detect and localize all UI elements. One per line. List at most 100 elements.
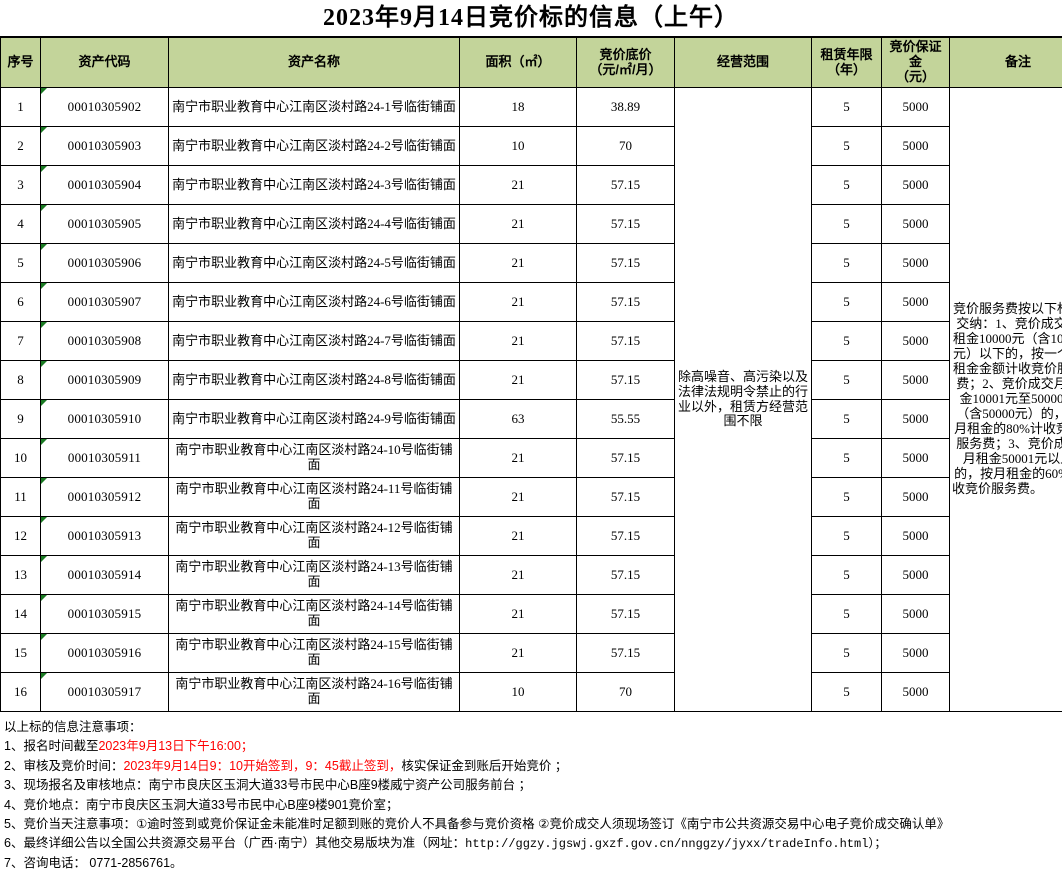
cell-asset-code: 00010305903	[41, 127, 169, 166]
cell-business-scope: 除高噪音、高污染以及法律法规明令禁止的行业以外，租赁方经营范围不限	[675, 88, 812, 712]
cell-base-price: 38.89	[577, 88, 675, 127]
cell-asset-code: 00010305911	[41, 439, 169, 478]
cell-error-flag-icon	[41, 283, 47, 289]
cell-index: 16	[1, 673, 41, 712]
asset-code-text: 00010305915	[68, 606, 142, 621]
cell-asset-name: 南宁市职业教育中心江南区淡村路24-14号临街铺面	[169, 595, 460, 634]
cell-base-price: 57.15	[577, 361, 675, 400]
column-header-lease-years: 租赁年限 （年）	[812, 38, 882, 88]
cell-base-price: 57.15	[577, 439, 675, 478]
cell-lease-years: 5	[812, 478, 882, 517]
lease-years-label-line1: 租赁年限	[814, 48, 879, 63]
cell-index: 2	[1, 127, 41, 166]
cell-asset-name: 南宁市职业教育中心江南区淡村路24-8号临街铺面	[169, 361, 460, 400]
cell-asset-code: 00010305906	[41, 244, 169, 283]
cell-asset-code: 00010305914	[41, 556, 169, 595]
cell-lease-years: 5	[812, 127, 882, 166]
cell-asset-name: 南宁市职业教育中心江南区淡村路24-10号临街铺面	[169, 439, 460, 478]
column-header-deposit: 竞价保证金 （元）	[882, 38, 950, 88]
asset-code-text: 00010305904	[68, 177, 142, 192]
cell-deposit: 5000	[882, 283, 950, 322]
notes-heading: 以上标的信息注意事项：	[4, 718, 1058, 737]
cell-asset-name: 南宁市职业教育中心江南区淡村路24-15号临街铺面	[169, 634, 460, 673]
cell-lease-years: 5	[812, 322, 882, 361]
cell-deposit: 5000	[882, 127, 950, 166]
cell-error-flag-icon	[41, 439, 47, 445]
cell-area: 21	[460, 283, 577, 322]
document-title-bar: 2023年9月14日竞价标的信息（上午）	[0, 0, 1062, 37]
note-text: 2、审核及竞价时间：	[4, 759, 123, 773]
cell-lease-years: 5	[812, 634, 882, 673]
asset-code-text: 00010305907	[68, 294, 142, 309]
cell-deposit: 5000	[882, 634, 950, 673]
deposit-label-line1: 竞价保证金	[884, 40, 947, 70]
cell-index: 1	[1, 88, 41, 127]
cell-lease-years: 5	[812, 556, 882, 595]
cell-lease-years: 5	[812, 673, 882, 712]
cell-error-flag-icon	[41, 166, 47, 172]
note-item-4: 4、竞价地点：南宁市良庆区玉洞大道33号市民中心B座9楼901竞价室；	[4, 796, 1058, 815]
cell-area: 21	[460, 439, 577, 478]
cell-deposit: 5000	[882, 361, 950, 400]
cell-lease-years: 5	[812, 595, 882, 634]
cell-lease-years: 5	[812, 283, 882, 322]
cell-error-flag-icon	[41, 673, 47, 679]
cell-area: 21	[460, 556, 577, 595]
cell-area: 63	[460, 400, 577, 439]
cell-base-price: 57.15	[577, 556, 675, 595]
note-text: 1、报名时间截至	[4, 739, 98, 753]
cell-base-price: 57.15	[577, 595, 675, 634]
note-item-6: 6、最终详细公告以全国公共资源交易平台（广西·南宁）其他交易版块为准（网址：ht…	[4, 834, 1058, 854]
cell-asset-code: 00010305913	[41, 517, 169, 556]
cell-error-flag-icon	[41, 400, 47, 406]
cell-deposit: 5000	[882, 517, 950, 556]
cell-area: 21	[460, 244, 577, 283]
spreadsheet-sheet: 2023年9月14日竞价标的信息（上午） 序号 资产代码 资产名称 面积（㎡） …	[0, 0, 1062, 787]
cell-index: 11	[1, 478, 41, 517]
note-item-5: 5、竞价当天注意事项：①逾时签到或竞价保证金未能准时足额到账的竞价人不具备参与竞…	[4, 815, 1058, 834]
note-url-text[interactable]: http://ggzy.jgswj.gxzf.gov.cn/nnggzy/jyx…	[465, 837, 886, 851]
cell-base-price: 57.15	[577, 166, 675, 205]
column-header-area: 面积（㎡）	[460, 38, 577, 88]
asset-code-text: 00010305913	[68, 528, 142, 543]
asset-code-text: 00010305912	[68, 489, 142, 504]
cell-asset-name: 南宁市职业教育中心江南区淡村路24-7号临街铺面	[169, 322, 460, 361]
note-text: 3、现场报名及审核地点：南宁市良庆区玉洞大道33号市民中心B座9楼威宁资产公司服…	[4, 778, 531, 792]
note-text-cont: 核实保证金到账后开始竞价 ；	[401, 759, 567, 773]
note-text: 6、最终详细公告以全国公共资源交易平台（广西·南宁）其他交易版块为准（网址：	[4, 836, 465, 850]
table-header-row: 序号 资产代码 资产名称 面积（㎡） 竞价底价 （元/㎡/月） 经营范围 租赁年…	[1, 38, 1062, 88]
base-price-label-line2: （元/㎡/月）	[579, 63, 672, 78]
cell-error-flag-icon	[41, 517, 47, 523]
cell-area: 21	[460, 166, 577, 205]
cell-index: 12	[1, 517, 41, 556]
cell-error-flag-icon	[41, 478, 47, 484]
column-header-base-price: 竞价底价 （元/㎡/月）	[577, 38, 675, 88]
column-header-index: 序号	[1, 38, 41, 88]
cell-asset-name: 南宁市职业教育中心江南区淡村路24-2号临街铺面	[169, 127, 460, 166]
asset-code-text: 00010305909	[68, 372, 142, 387]
cell-index: 9	[1, 400, 41, 439]
cell-asset-code: 00010305912	[41, 478, 169, 517]
cell-lease-years: 5	[812, 244, 882, 283]
cell-deposit: 5000	[882, 556, 950, 595]
cell-index: 10	[1, 439, 41, 478]
cell-base-price: 57.15	[577, 322, 675, 361]
cell-asset-name: 南宁市职业教育中心江南区淡村路24-12号临街铺面	[169, 517, 460, 556]
cell-index: 7	[1, 322, 41, 361]
cell-error-flag-icon	[41, 634, 47, 640]
cell-area: 21	[460, 478, 577, 517]
cell-asset-code: 00010305908	[41, 322, 169, 361]
cell-deposit: 5000	[882, 478, 950, 517]
cell-lease-years: 5	[812, 88, 882, 127]
cell-remark: 竞价服务费按以下标准交纳：1、竞价成交月租金10000元（含10000元）以下的…	[950, 88, 1062, 712]
deposit-label-line2: （元）	[884, 70, 947, 85]
